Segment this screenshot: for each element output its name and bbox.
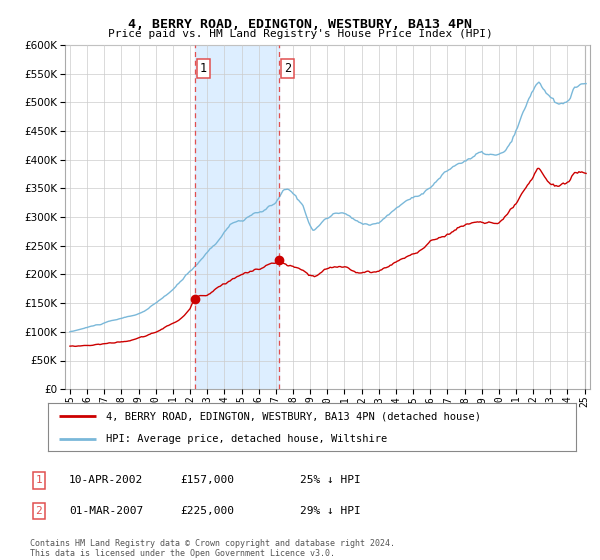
Text: 2: 2 [35,506,43,516]
Bar [194,45,279,389]
Text: 25% ↓ HPI: 25% ↓ HPI [300,475,361,486]
Text: Contains HM Land Registry data © Crown copyright and database right 2024.
This d: Contains HM Land Registry data © Crown c… [30,539,395,558]
Text: 4, BERRY ROAD, EDINGTON, WESTBURY, BA13 4PN (detached house): 4, BERRY ROAD, EDINGTON, WESTBURY, BA13 … [106,411,481,421]
Text: HPI: Average price, detached house, Wiltshire: HPI: Average price, detached house, Wilt… [106,435,388,445]
Text: 10-APR-2002: 10-APR-2002 [69,475,143,486]
Text: 01-MAR-2007: 01-MAR-2007 [69,506,143,516]
Text: 1: 1 [200,62,207,76]
Text: £225,000: £225,000 [180,506,234,516]
Text: £157,000: £157,000 [180,475,234,486]
Text: 2: 2 [284,62,291,76]
Text: Price paid vs. HM Land Registry's House Price Index (HPI): Price paid vs. HM Land Registry's House … [107,29,493,39]
Text: 4, BERRY ROAD, EDINGTON, WESTBURY, BA13 4PN: 4, BERRY ROAD, EDINGTON, WESTBURY, BA13 … [128,18,472,31]
Text: 29% ↓ HPI: 29% ↓ HPI [300,506,361,516]
Text: 1: 1 [35,475,43,486]
